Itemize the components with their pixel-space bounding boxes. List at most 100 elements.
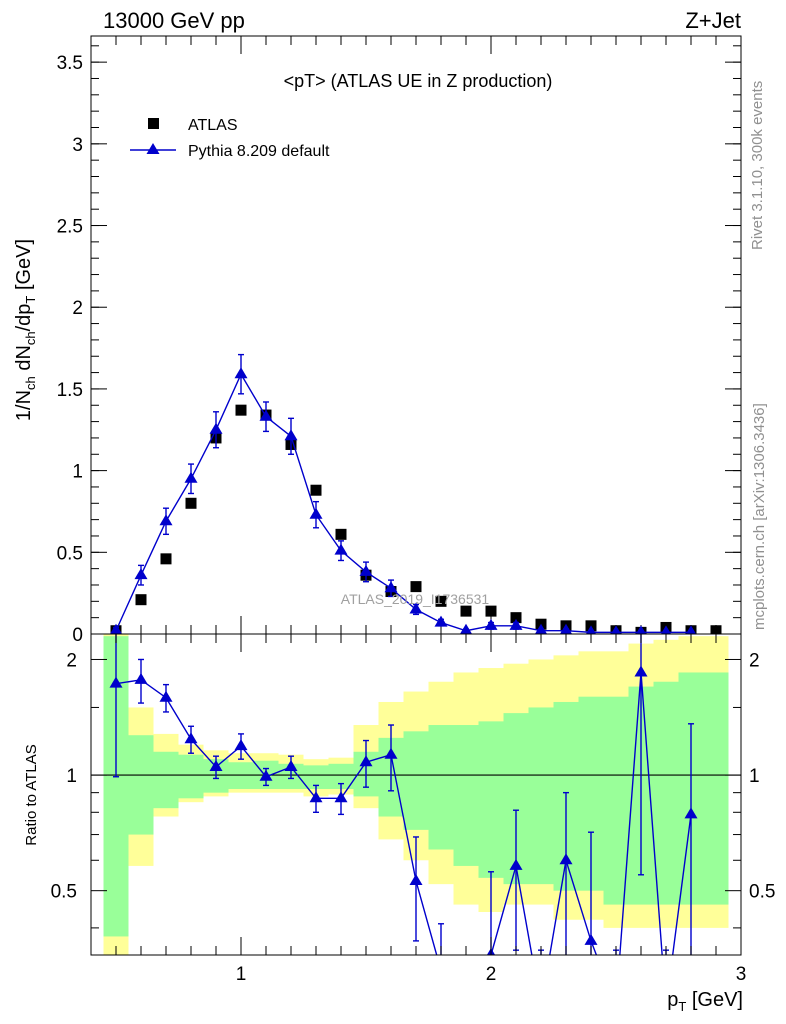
uncertainty-band-green — [603, 696, 629, 905]
ratio-point — [359, 755, 373, 767]
pythia-point — [359, 564, 373, 576]
uncertainty-band-green — [128, 735, 154, 835]
ratio-point — [284, 759, 298, 771]
y-tick-label: 0.5 — [57, 543, 83, 564]
x-tick-label: 2 — [486, 964, 497, 985]
ratio-point — [535, 999, 548, 1010]
uncertainty-band-green — [453, 725, 479, 866]
ratio-line — [115, 672, 692, 955]
atlas-point — [135, 594, 147, 606]
atlas-point — [335, 528, 347, 540]
legend: ATLAS Pythia 8.209 default — [130, 117, 330, 160]
main-data — [109, 353, 722, 634]
ratio-ylabel: Ratio to ATLAS — [23, 744, 40, 845]
y-tick-label: 0 — [72, 625, 83, 646]
ratio-point — [184, 732, 198, 744]
main-ylabel: 1/Nch dNch/dpT [GeV] — [13, 239, 38, 421]
ratio-data — [91, 634, 741, 1010]
rivet-label: Rivet 3.1.10, 300k events — [749, 81, 766, 250]
uncertainty-band-green — [178, 754, 204, 799]
pythia-point — [334, 543, 348, 555]
ratio-point — [134, 672, 148, 684]
uncertainty-band-green — [428, 725, 454, 850]
atlas-point — [460, 605, 472, 617]
pythia-point — [534, 623, 548, 634]
atlas-point — [510, 612, 522, 624]
ratio-y-tick-label-right: 0.5 — [749, 882, 775, 903]
process-label: Z+Jet — [685, 8, 741, 33]
atlas-point — [235, 404, 247, 416]
legend-marker-pythia — [146, 143, 160, 154]
ratio-point — [109, 676, 123, 688]
ratio-point — [209, 759, 223, 771]
pythia-point — [509, 618, 523, 630]
atlas-point — [435, 595, 447, 607]
ratio-point — [159, 690, 173, 702]
x-tick-label: 1 — [236, 964, 247, 985]
legend-marker-atlas — [148, 118, 159, 129]
pythia-point — [384, 581, 398, 593]
main-panel: 0 0.5 1 1.5 2 2.5 3 3.5 — [57, 35, 742, 646]
ratio-point — [559, 853, 573, 865]
pythia-point — [585, 625, 597, 634]
ratio-point — [584, 933, 598, 945]
ratio-point — [509, 858, 523, 870]
ratio-point — [610, 999, 623, 1010]
ratio-point — [435, 963, 448, 974]
atlas-point — [185, 497, 197, 509]
pythia-point — [184, 471, 198, 483]
mcplots-label: mcplots.cern.ch [arXiv:1306.3436] — [751, 403, 768, 630]
ratio-panel: 0.5 0.5 1 1 2 2 1 2 3 — [51, 633, 775, 1010]
atlas-point — [310, 484, 322, 496]
pythia-point — [409, 602, 423, 614]
main-title: <pT> (ATLAS UE in Z production) — [284, 71, 553, 91]
ratio-point — [684, 807, 698, 819]
y-tick-label: 2 — [72, 298, 83, 319]
ratio-y-tick-label-left: 1 — [66, 766, 77, 787]
y-tick-label: 3.5 — [57, 53, 83, 74]
pythia-line — [115, 372, 691, 634]
uncertainty-band-green — [478, 721, 504, 878]
pythia-point — [635, 625, 647, 634]
atlas-point — [485, 605, 497, 617]
ratio-point — [409, 873, 423, 885]
ratio-y-tick-label-left: 2 — [66, 650, 77, 671]
beam-label: 13000 GeV pp — [103, 8, 245, 33]
pythia-point — [134, 568, 148, 580]
uncertainty-band-green — [303, 765, 329, 789]
pythia-point — [685, 625, 697, 634]
x-axis-label: pT [GeV] — [667, 989, 743, 1014]
pythia-point — [484, 618, 498, 630]
atlas-point — [160, 553, 172, 565]
y-tick-label: 3 — [72, 135, 83, 156]
ratio-point — [334, 791, 348, 803]
uncertainty-band-green — [703, 672, 729, 905]
uncertainty-band-green — [528, 707, 554, 885]
ratio-point — [259, 769, 273, 781]
pythia-point — [434, 615, 448, 627]
uncertainty-band-green — [653, 681, 679, 905]
x-tick-label: 3 — [736, 964, 747, 985]
pythia-point — [559, 623, 573, 634]
uncertainty-band-green — [153, 751, 179, 809]
ratio-y-tick-label-right: 2 — [749, 650, 760, 671]
pythia-point — [234, 367, 248, 379]
watermark: ATLAS_2019_I1736531 — [341, 591, 490, 607]
atlas-point — [410, 581, 422, 593]
pythia-point — [610, 625, 622, 634]
uncertainty-band-green — [403, 731, 429, 830]
ratio-y-tick-label-right: 1 — [749, 766, 760, 787]
pythia-point — [109, 623, 123, 634]
ratio-point — [309, 791, 323, 803]
legend-label-pythia: Pythia 8.209 default — [188, 143, 330, 160]
y-tick-label: 1 — [72, 462, 83, 483]
ratio-point — [384, 747, 398, 759]
legend-label-atlas: ATLAS — [188, 117, 238, 134]
pythia-point — [159, 514, 173, 526]
y-tick-label: 1.5 — [57, 380, 83, 401]
atlas-point — [710, 625, 722, 634]
ratio-point — [234, 739, 248, 751]
y-tick-label: 2.5 — [57, 217, 83, 238]
ratio-point — [634, 665, 648, 677]
